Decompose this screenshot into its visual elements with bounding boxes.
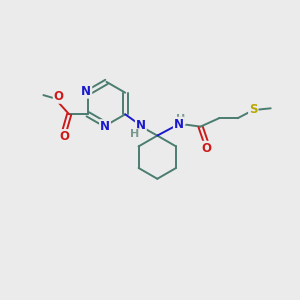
Text: N: N <box>100 120 110 133</box>
Text: O: O <box>60 130 70 143</box>
Text: N: N <box>174 118 184 131</box>
Text: O: O <box>54 90 64 103</box>
Text: O: O <box>202 142 212 155</box>
Text: N: N <box>136 119 146 132</box>
Text: H: H <box>130 129 139 139</box>
Text: N: N <box>81 85 91 98</box>
Text: S: S <box>249 103 258 116</box>
Text: H: H <box>176 114 185 124</box>
